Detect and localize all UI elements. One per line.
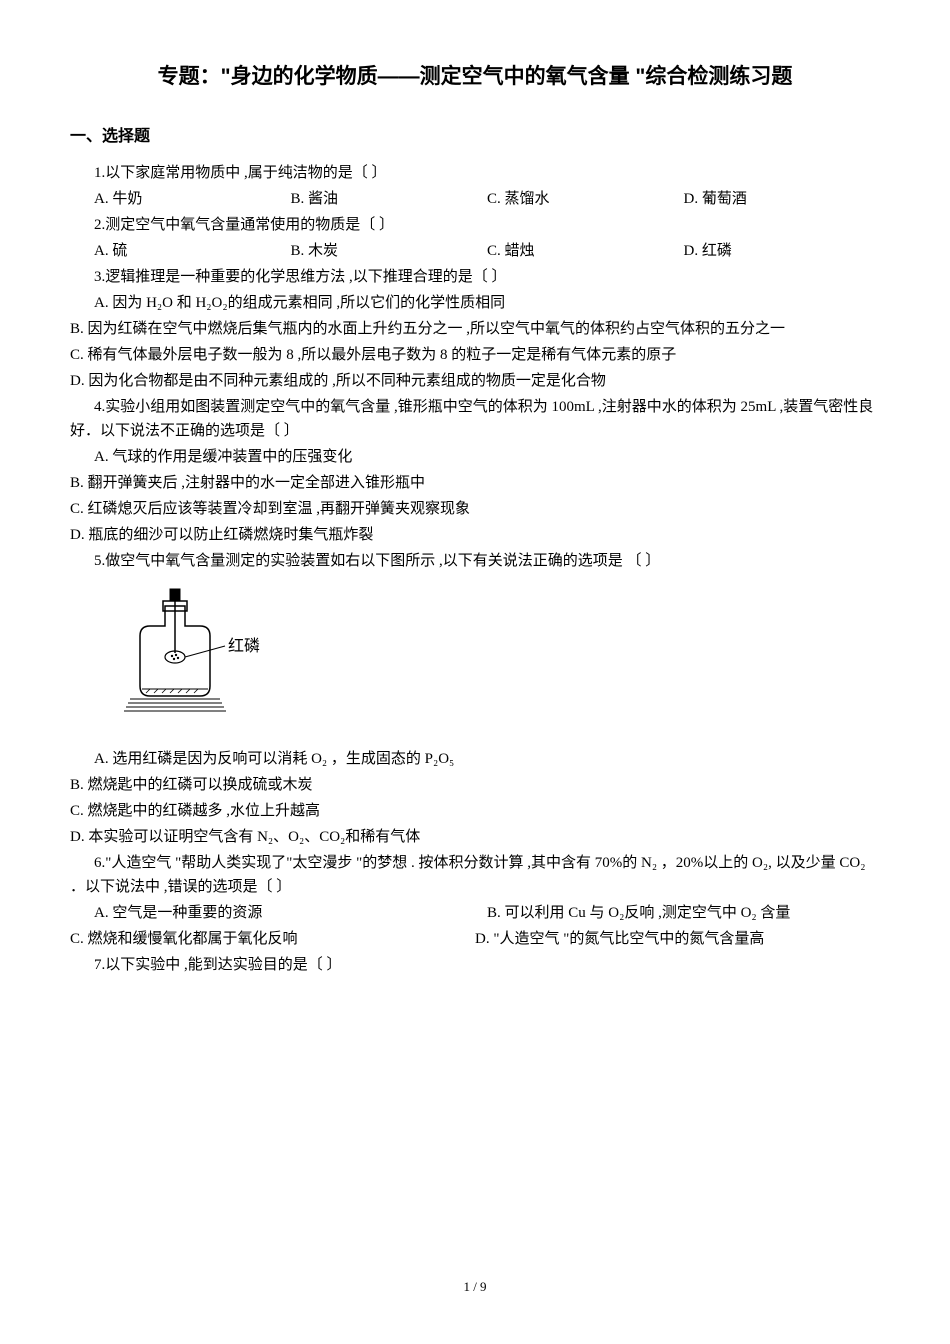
q4-option-a: A. 气球的作用是缓冲装置中的压强变化 [70, 445, 880, 469]
q2-option-b: B. 木炭 [291, 239, 488, 263]
q3-option-c: C. 稀有气体最外层电子数一般为 8 ,所以最外层电子数为 8 的粒子一定是稀有… [70, 343, 880, 367]
q1-stem: 1.以下家庭常用物质中 ,属于纯洁物的是〔 〕 [70, 161, 880, 185]
q2-option-a: A. 硫 [94, 239, 291, 263]
q5-option-d: D. 本实验可以证明空气含有 N₂、O₂、CO₂和稀有气体 [70, 825, 880, 849]
document-title: 专题："身边的化学物质——测定空气中的氧气含量 "综合检测练习题 [70, 60, 880, 94]
q5-option-c: C. 燃烧匙中的红磷越多 ,水位上升越高 [70, 799, 880, 823]
q5-stem: 5.做空气中氧气含量测定的实验装置如右以下图所示 ,以下有关说法正确的选项是 〔… [70, 549, 880, 573]
diagram-label: 红磷 [228, 637, 260, 655]
q6-stem: 6."人造空气 "帮助人类实现了"太空漫步 "的梦想 . 按体积分数计算 ,其中… [70, 851, 880, 899]
q5-option-b: B. 燃烧匙中的红磷可以换成硫或木炭 [70, 773, 880, 797]
q1-option-a: A. 牛奶 [94, 187, 291, 211]
q6-option-b: B. 可以利用 Cu 与 O₂反响 ,测定空气中 O₂ 含量 [487, 901, 880, 925]
q4-stem: 4.实验小组用如图装置测定空气中的氧气含量 ,锥形瓶中空气的体积为 100mL … [70, 395, 880, 443]
q6-option-c: C. 燃烧和缓慢氧化都属于氧化反响 [70, 927, 475, 951]
q5-option-a: A. 选用红磷是因为反响可以消耗 O₂ ，生成固态的 P₂O₅ [70, 747, 880, 771]
q4-option-d: D. 瓶底的细沙可以防止红磷燃烧时集气瓶炸裂 [70, 523, 880, 547]
q2-option-c: C. 蜡烛 [487, 239, 684, 263]
section-heading: 一、选择题 [70, 124, 880, 150]
q1-option-b: B. 酱油 [291, 187, 488, 211]
q5-diagram: 红磷 [120, 581, 880, 739]
q6-options-row2: C. 燃烧和缓慢氧化都属于氧化反响 D. "人造空气 "的氮气比空气中的氮气含量… [70, 927, 880, 951]
q1-option-c: C. 蒸馏水 [487, 187, 684, 211]
q3-stem: 3.逻辑推理是一种重要的化学思维方法 ,以下推理合理的是〔 〕 [70, 265, 880, 289]
q6-options-row1: A. 空气是一种重要的资源 B. 可以利用 Cu 与 O₂反响 ,测定空气中 O… [70, 901, 880, 925]
q3-option-d: D. 因为化合物都是由不同种元素组成的 ,所以不同种元素组成的物质一定是化合物 [70, 369, 880, 393]
q3-option-b: B. 因为红磷在空气中燃烧后集气瓶内的水面上升约五分之一 ,所以空气中氧气的体积… [70, 317, 880, 341]
q7-stem: 7.以下实验中 ,能到达实验目的是〔 〕 [70, 953, 880, 977]
q6-option-a: A. 空气是一种重要的资源 [94, 901, 487, 925]
q2-option-d: D. 红磷 [684, 239, 881, 263]
q1-option-d: D. 葡萄酒 [684, 187, 881, 211]
q1-options: A. 牛奶 B. 酱油 C. 蒸馏水 D. 葡萄酒 [70, 187, 880, 211]
q4-option-b: B. 翻开弹簧夹后 ,注射器中的水一定全部进入锥形瓶中 [70, 471, 880, 495]
q3-option-a: A. 因为 H₂O 和 H₂O₂的组成元素相同 ,所以它们的化学性质相同 [70, 291, 880, 315]
q2-options: A. 硫 B. 木炭 C. 蜡烛 D. 红磷 [70, 239, 880, 263]
q6-option-d: D. "人造空气 "的氮气比空气中的氮气含量高 [475, 927, 880, 951]
q4-option-c: C. 红磷熄灭后应该等装置冷却到室温 ,再翻开弹簧夹观察现象 [70, 497, 880, 521]
q2-stem: 2.测定空气中氧气含量通常使用的物质是〔 〕 [70, 213, 880, 237]
page-number: 1 / 9 [70, 1277, 880, 1298]
